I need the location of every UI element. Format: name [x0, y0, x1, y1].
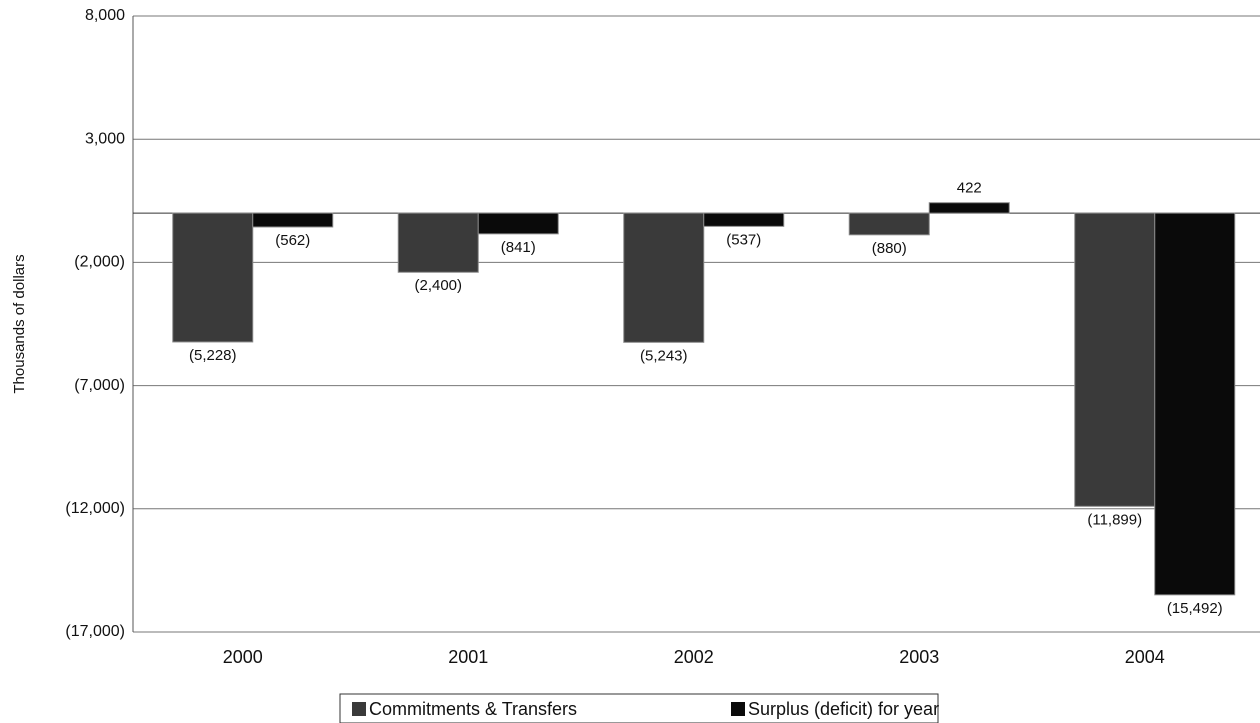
y-tick-label: 8,000: [85, 7, 125, 24]
x-tick-label: 2003: [899, 647, 939, 667]
bar: [252, 212, 334, 228]
bar: [703, 212, 785, 227]
value-label: (2,400): [414, 277, 462, 294]
value-label: (5,243): [640, 347, 688, 364]
legend-label: Surplus (deficit) for year: [748, 699, 939, 719]
bar: [1074, 212, 1156, 507]
legend-label: Commitments & Transfers: [369, 699, 577, 719]
bar: [623, 212, 705, 343]
y-tick-label: 3,000: [85, 130, 125, 147]
value-label: (880): [872, 240, 907, 257]
legend-box: [339, 693, 939, 723]
value-label: (562): [275, 232, 310, 249]
y-tick-label: (2,000): [74, 254, 125, 271]
value-label: (5,228): [189, 347, 237, 364]
bar: [172, 212, 254, 343]
legend-swatch: [731, 702, 745, 716]
y-tick-label: (7,000): [74, 377, 125, 394]
x-tick-label: 2002: [674, 647, 714, 667]
y-axis-label: Thousands of dollars: [11, 254, 28, 393]
bar: [1154, 212, 1236, 596]
value-label: (11,899): [1087, 511, 1142, 528]
x-tick-label: 2001: [448, 647, 488, 667]
value-label: (15,492): [1167, 600, 1223, 617]
value-label: (537): [726, 231, 761, 248]
value-label: 422: [957, 180, 982, 197]
value-label: (841): [501, 239, 536, 256]
bar: [477, 212, 559, 235]
bar: [397, 212, 479, 273]
x-tick-label: 2000: [223, 647, 263, 667]
bar: [848, 212, 930, 236]
bar: [928, 202, 1010, 214]
y-tick-label: (17,000): [65, 623, 125, 640]
x-tick-label: 2004: [1125, 647, 1165, 667]
y-tick-label: (12,000): [65, 500, 125, 517]
legend-swatch: [352, 702, 366, 716]
